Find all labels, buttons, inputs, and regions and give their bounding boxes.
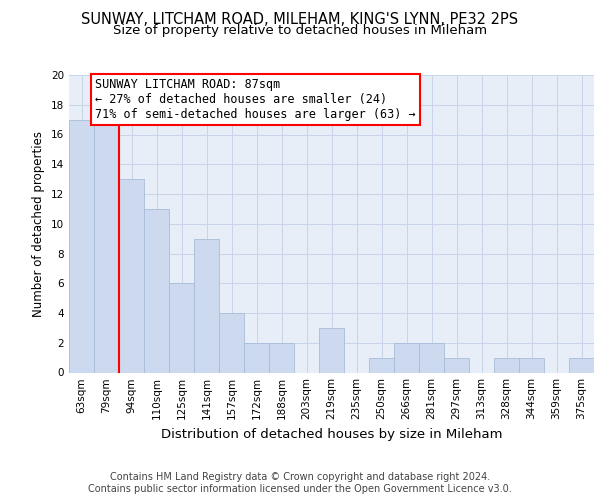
Text: SUNWAY, LITCHAM ROAD, MILEHAM, KING'S LYNN, PE32 2PS: SUNWAY, LITCHAM ROAD, MILEHAM, KING'S LY… (82, 12, 518, 28)
Bar (319, 328, 344, 372)
Text: Size of property relative to detached houses in Mileham: Size of property relative to detached ho… (113, 24, 487, 37)
Bar (519, 358, 544, 372)
Bar (369, 358, 394, 372)
Bar (444, 358, 469, 372)
Y-axis label: Number of detached properties: Number of detached properties (32, 130, 46, 317)
Bar (194, 238, 219, 372)
Bar (394, 343, 419, 372)
Bar (69, 120, 94, 372)
Bar (494, 358, 519, 372)
Bar (244, 343, 269, 372)
Bar (119, 179, 144, 372)
X-axis label: Distribution of detached houses by size in Mileham: Distribution of detached houses by size … (161, 428, 502, 441)
Bar (269, 343, 294, 372)
Bar (569, 358, 594, 372)
Bar (419, 343, 444, 372)
Bar (169, 283, 194, 372)
Text: Contains HM Land Registry data © Crown copyright and database right 2024.
Contai: Contains HM Land Registry data © Crown c… (88, 472, 512, 494)
Text: SUNWAY LITCHAM ROAD: 87sqm
← 27% of detached houses are smaller (24)
71% of semi: SUNWAY LITCHAM ROAD: 87sqm ← 27% of deta… (95, 78, 416, 121)
Bar (219, 313, 244, 372)
Bar (94, 120, 119, 372)
Bar (144, 209, 169, 372)
